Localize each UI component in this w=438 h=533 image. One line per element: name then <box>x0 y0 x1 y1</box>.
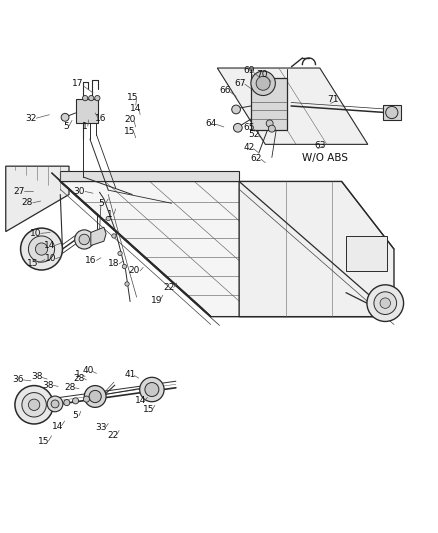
Text: 69: 69 <box>243 66 254 75</box>
Circle shape <box>28 236 54 262</box>
Text: 22: 22 <box>107 431 118 440</box>
Text: 5: 5 <box>63 122 69 131</box>
Circle shape <box>379 298 390 309</box>
Circle shape <box>22 393 46 417</box>
Circle shape <box>88 95 94 101</box>
Polygon shape <box>60 181 393 317</box>
Circle shape <box>124 282 129 286</box>
Polygon shape <box>6 166 69 232</box>
Text: 18: 18 <box>108 260 120 269</box>
Text: 16: 16 <box>85 256 96 265</box>
Circle shape <box>112 234 116 238</box>
Circle shape <box>231 105 240 114</box>
Text: 10: 10 <box>44 254 56 263</box>
Polygon shape <box>382 104 399 120</box>
Text: 22: 22 <box>163 283 174 292</box>
Circle shape <box>89 390 101 402</box>
Text: 20: 20 <box>124 116 135 124</box>
Text: 1: 1 <box>106 209 112 219</box>
Text: 65: 65 <box>243 123 254 132</box>
Circle shape <box>15 385 53 424</box>
Text: 38: 38 <box>42 381 54 390</box>
Circle shape <box>51 400 59 408</box>
Text: 1: 1 <box>82 122 88 131</box>
Circle shape <box>84 385 106 407</box>
FancyBboxPatch shape <box>251 78 286 130</box>
Circle shape <box>47 396 63 412</box>
Circle shape <box>233 124 242 132</box>
Text: 15: 15 <box>143 405 154 414</box>
Circle shape <box>251 71 275 95</box>
Polygon shape <box>217 68 367 144</box>
Text: 62: 62 <box>250 154 261 163</box>
Text: 1: 1 <box>75 370 81 379</box>
Text: 28: 28 <box>21 198 32 207</box>
Text: 41: 41 <box>124 370 135 379</box>
Circle shape <box>74 230 94 249</box>
Circle shape <box>122 264 126 269</box>
Text: 42: 42 <box>243 143 254 152</box>
Text: 36: 36 <box>12 375 24 384</box>
Text: 52: 52 <box>248 130 259 139</box>
Circle shape <box>79 234 89 245</box>
Circle shape <box>72 398 78 404</box>
Circle shape <box>117 251 122 256</box>
Circle shape <box>28 399 40 410</box>
Text: 14: 14 <box>44 241 55 250</box>
Text: 14: 14 <box>135 397 146 406</box>
Text: 15: 15 <box>127 93 138 102</box>
Text: 30: 30 <box>73 187 85 196</box>
Circle shape <box>145 383 159 397</box>
Text: 40: 40 <box>82 366 93 375</box>
Circle shape <box>95 95 100 101</box>
Circle shape <box>61 114 69 121</box>
Text: 5: 5 <box>72 411 78 420</box>
Polygon shape <box>60 171 239 181</box>
Text: 38: 38 <box>32 372 43 381</box>
Circle shape <box>265 120 272 127</box>
Text: 10: 10 <box>30 229 41 238</box>
Text: 70: 70 <box>256 70 267 79</box>
Text: 5: 5 <box>98 199 103 208</box>
Text: 20: 20 <box>128 266 140 276</box>
Polygon shape <box>51 173 210 317</box>
Text: 17: 17 <box>72 79 83 88</box>
Text: 14: 14 <box>130 104 141 113</box>
Text: 71: 71 <box>326 95 338 104</box>
Circle shape <box>21 228 62 270</box>
Text: 63: 63 <box>313 141 325 150</box>
Polygon shape <box>239 181 393 317</box>
Text: 19: 19 <box>150 296 162 305</box>
Circle shape <box>268 125 275 132</box>
Text: 64: 64 <box>205 119 216 128</box>
Text: 14: 14 <box>51 422 63 431</box>
Text: 67: 67 <box>234 79 246 88</box>
Polygon shape <box>91 227 106 246</box>
Text: 15: 15 <box>38 438 50 446</box>
Text: 16: 16 <box>95 114 106 123</box>
Text: 32: 32 <box>25 114 37 123</box>
Text: 66: 66 <box>219 86 230 95</box>
Text: 15: 15 <box>27 259 39 268</box>
Text: 15: 15 <box>124 127 135 136</box>
FancyBboxPatch shape <box>75 99 98 123</box>
FancyBboxPatch shape <box>345 236 387 271</box>
Circle shape <box>35 243 47 255</box>
Circle shape <box>64 400 70 406</box>
Circle shape <box>83 396 89 402</box>
Circle shape <box>366 285 403 321</box>
Text: 28: 28 <box>73 374 85 383</box>
Circle shape <box>139 377 164 402</box>
Text: W/O ABS: W/O ABS <box>302 154 348 163</box>
Circle shape <box>373 292 396 314</box>
Circle shape <box>255 76 269 90</box>
Circle shape <box>106 216 110 221</box>
Text: 28: 28 <box>64 383 76 392</box>
Text: 33: 33 <box>95 423 106 432</box>
Circle shape <box>385 107 397 119</box>
Circle shape <box>82 95 88 101</box>
Text: 27: 27 <box>13 187 25 196</box>
